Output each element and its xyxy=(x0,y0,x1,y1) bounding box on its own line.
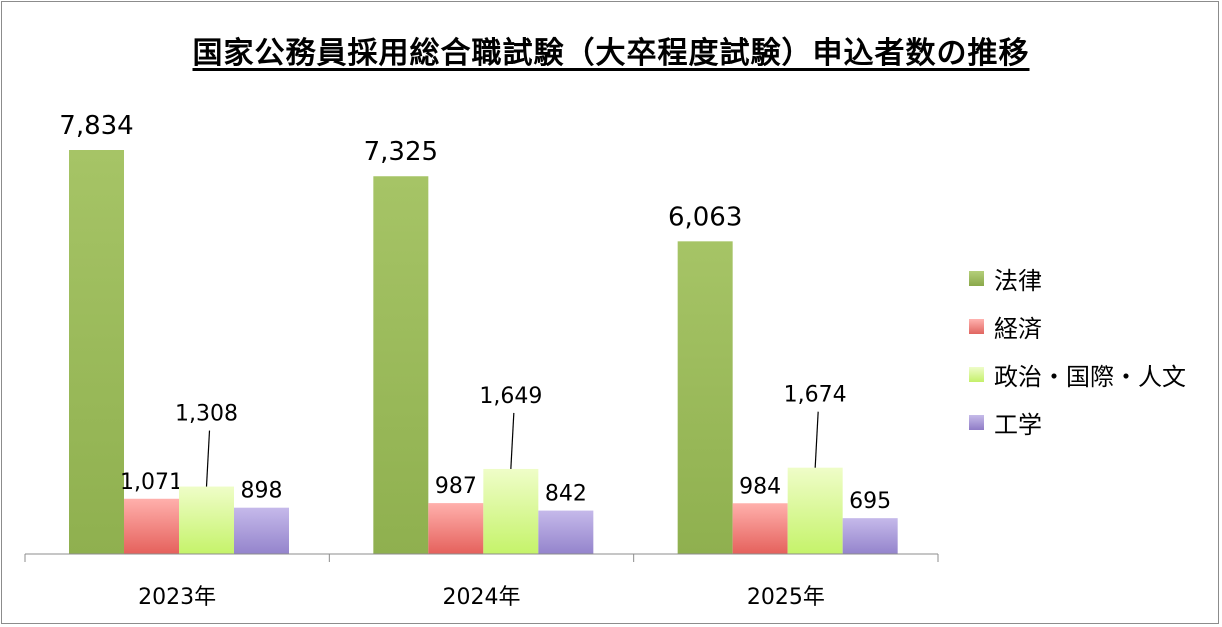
legend-swatch-law xyxy=(969,270,984,286)
data-label-politics-1: 1,308 xyxy=(175,402,238,427)
chart-title: 国家公務員採用総合職試験（大卒程度試験）申込者数の推移 xyxy=(192,36,1030,71)
bar-politics-2 xyxy=(483,468,539,554)
bar-engineering-3 xyxy=(842,518,898,554)
data-label-law-1: 7,834 xyxy=(59,111,133,141)
data-label-law-3: 6,063 xyxy=(668,202,742,232)
leader-line-politics-1 xyxy=(205,430,211,487)
bar-politics-1 xyxy=(179,486,234,554)
bar-law-1 xyxy=(69,150,124,554)
bar-law-2 xyxy=(373,176,429,554)
legend-item-politics: 政治・国際・人文 xyxy=(969,350,1186,398)
legend-label-law: 法律 xyxy=(994,266,1042,295)
bar-engineering-1 xyxy=(234,507,289,554)
bar-engineering-2 xyxy=(538,510,594,554)
x-tick-label-1: 2023年 xyxy=(138,585,216,610)
leader-line-politics-2 xyxy=(510,412,515,469)
data-label-economics-3: 984 xyxy=(739,474,781,499)
legend-swatch-politics xyxy=(969,366,984,382)
data-label-economics-2: 987 xyxy=(435,474,477,499)
bar-economics-2 xyxy=(428,503,484,554)
bar-law-3 xyxy=(677,241,733,554)
data-label-engineering-1: 898 xyxy=(241,479,283,504)
legend-item-economics: 経済 xyxy=(969,302,1186,350)
bar-politics-3 xyxy=(787,467,843,554)
data-label-engineering-3: 695 xyxy=(849,489,891,514)
legend-label-politics: 政治・国際・人文 xyxy=(994,362,1186,391)
bar-economics-1 xyxy=(124,498,179,554)
legend-item-law: 法律 xyxy=(969,254,1186,302)
legend-label-economics: 経済 xyxy=(994,314,1042,343)
legend: 法律 経済 政治・国際・人文 工学 xyxy=(969,254,1186,446)
legend-swatch-economics xyxy=(969,318,984,334)
legend-label-engineering: 工学 xyxy=(994,410,1042,439)
x-tick-label-2: 2024年 xyxy=(443,585,521,610)
data-label-economics-1: 1,071 xyxy=(120,470,183,495)
legend-item-engineering: 工学 xyxy=(969,398,1186,446)
legend-swatch-engineering xyxy=(969,414,984,430)
x-tick-label-3: 2025年 xyxy=(747,585,825,610)
data-label-politics-3: 1,674 xyxy=(784,383,847,408)
data-label-law-2: 7,325 xyxy=(364,137,438,167)
bar-economics-3 xyxy=(732,503,788,554)
data-label-engineering-2: 842 xyxy=(545,482,587,507)
leader-line-politics-3 xyxy=(814,411,819,468)
data-label-politics-2: 1,649 xyxy=(479,384,542,409)
